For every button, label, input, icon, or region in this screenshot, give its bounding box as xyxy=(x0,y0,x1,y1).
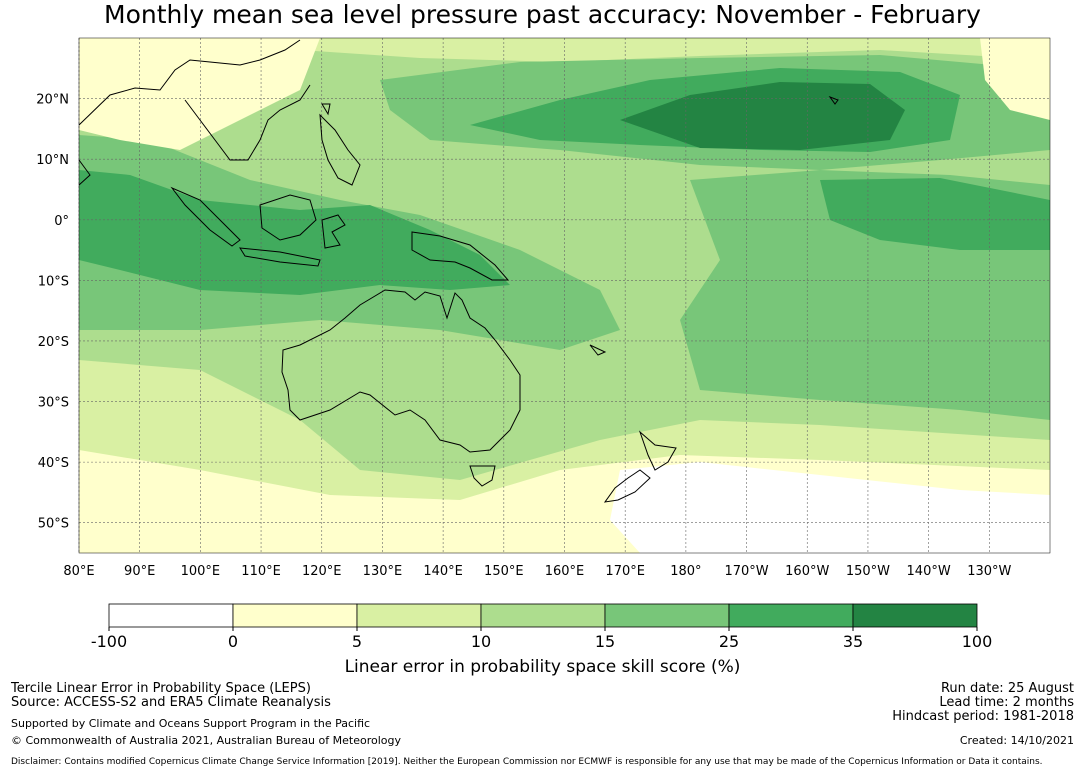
skill-region-25-35-maritime xyxy=(79,170,510,295)
coastline-taiwan xyxy=(321,103,331,116)
skill-region-0-5-northwest xyxy=(79,38,320,150)
coastlines xyxy=(78,39,839,503)
lat-tick-label: 20°N xyxy=(36,93,69,108)
colorbar-bin xyxy=(728,603,854,628)
colorbar-bin xyxy=(852,603,978,628)
colorbar-bin xyxy=(356,603,482,628)
skill-region-0-5-northeast xyxy=(980,38,1050,120)
run-date-text: Run date: 25 August xyxy=(940,681,1074,696)
lon-tick-label: 130°W xyxy=(967,564,1011,579)
colorbar-label: Linear error in probability space skill … xyxy=(344,657,741,677)
lat-tick-label: 10°N xyxy=(36,153,69,168)
created-text: Created: 14/10/2021 xyxy=(959,734,1074,747)
source-text: Source: ACCESS-S2 and ERA5 Climate Reana… xyxy=(11,695,331,710)
lat-tick-label: 30°S xyxy=(38,396,69,411)
colorbar-tick-label: 10 xyxy=(471,632,491,651)
lat-tick-label: 40°S xyxy=(38,456,69,471)
skill-map: 20°N 10°N 0° 10°S 20°S 30°S 40°S 50°S 80°E 90°E 1… xyxy=(36,37,1051,651)
coastline-sumatra xyxy=(170,186,241,247)
colorbar-tick-label: 25 xyxy=(719,632,739,651)
copyright-text: © Commonwealth of Australia 2021, Austra… xyxy=(11,734,401,747)
colorbar-bin xyxy=(232,603,358,628)
lon-tick-label: 160°E xyxy=(545,564,585,579)
latitude-tick-labels: 20°N 10°N 0° 10°S 20°S 30°S 40°S 50°S xyxy=(36,93,69,532)
lon-tick-label: 90°E xyxy=(124,564,155,579)
coastline-hawaii xyxy=(828,95,839,105)
lat-tick-label: 50°S xyxy=(38,517,69,532)
leps-text: Tercile Linear Error in Probability Spac… xyxy=(11,681,311,696)
skill-region-35-100-north xyxy=(620,82,905,150)
coastline-sulawesi xyxy=(321,214,346,249)
lon-tick-label: 180° xyxy=(670,564,701,579)
lat-tick-label: 20°S xyxy=(38,335,69,350)
coastline-tasmania xyxy=(469,465,496,487)
support-text: Supported by Climate and Oceans Support … xyxy=(11,717,371,730)
lon-tick-label: 170°E xyxy=(605,564,645,579)
coastline-asia xyxy=(78,39,311,186)
coastline-new-zealand-south xyxy=(603,469,651,503)
disclaimer-text: Disclaimer: Contains modified Copernicus… xyxy=(11,757,1043,767)
coastline-philippines xyxy=(319,113,361,186)
skill-region-negative xyxy=(610,462,1050,553)
coastline-australia xyxy=(281,289,521,453)
lat-tick-label: 0° xyxy=(54,214,69,229)
lon-tick-label: 160°W xyxy=(785,564,829,579)
lon-tick-label: 140°E xyxy=(423,564,463,579)
colorbar-tick-label: 5 xyxy=(352,632,362,651)
lon-tick-label: 170°W xyxy=(724,564,768,579)
lon-tick-label: 140°W xyxy=(907,564,951,579)
coastline-new-caledonia xyxy=(589,344,607,356)
map-frame xyxy=(78,37,1051,554)
map-title: Monthly mean sea level pressure past acc… xyxy=(104,0,981,29)
coastline-new-zealand-north xyxy=(638,430,677,471)
graticule xyxy=(78,38,1050,553)
lead-time-text: Lead time: 2 months xyxy=(939,695,1074,710)
lat-tick-label: 10°S xyxy=(38,274,69,289)
lon-tick-label: 130°E xyxy=(363,564,403,579)
longitude-tick-labels: 80°E 90°E 100°E 110°E 120°E 130°E 140°E 150°E 16… xyxy=(63,564,1011,579)
coastline-new-guinea xyxy=(411,231,510,281)
colorbar: -100 0 5 10 15 25 35 100 xyxy=(91,603,993,651)
colorbar-tick-label: 0 xyxy=(228,632,238,651)
colorbar-tick-label: 35 xyxy=(843,632,863,651)
lon-tick-label: 150°E xyxy=(484,564,524,579)
colorbar-tick-label: -100 xyxy=(91,632,127,651)
colorbar-bin xyxy=(480,603,606,628)
colorbar-bin xyxy=(108,603,234,628)
lon-tick-label: 80°E xyxy=(63,564,94,579)
lon-tick-label: 150°W xyxy=(846,564,890,579)
lon-tick-label: 120°E xyxy=(302,564,342,579)
colorbar-tick-label: 15 xyxy=(595,632,615,651)
hindcast-text: Hindcast period: 1981-2018 xyxy=(892,709,1074,724)
lon-tick-label: 100°E xyxy=(181,564,221,579)
coastline-borneo xyxy=(259,194,317,241)
colorbar-bin xyxy=(604,603,730,628)
colorbar-tick-label: 100 xyxy=(962,632,993,651)
lon-tick-label: 110°E xyxy=(241,564,281,579)
coastline-java xyxy=(239,247,321,267)
skill-region-25-35-east xyxy=(820,178,1050,250)
